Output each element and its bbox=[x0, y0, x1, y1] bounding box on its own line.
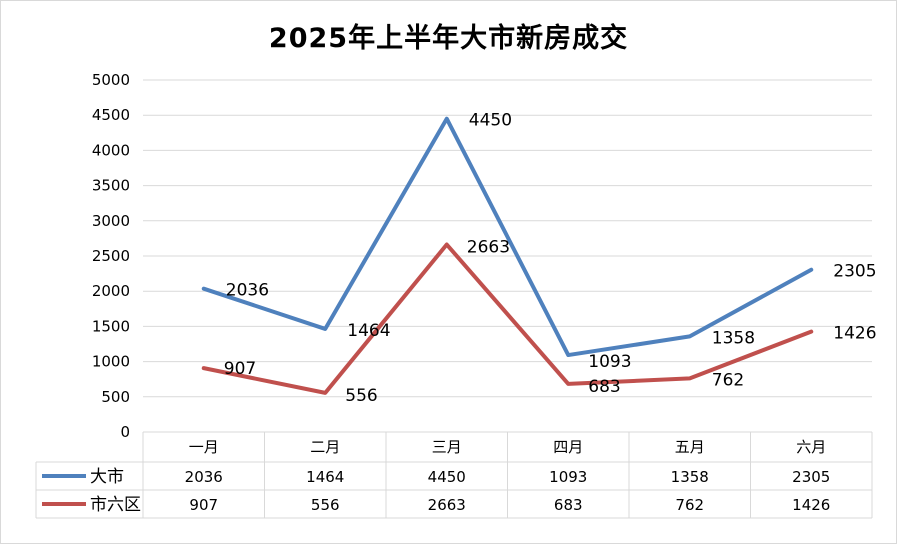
data-label: 1426 bbox=[833, 324, 876, 344]
y-tick-label: 4000 bbox=[92, 141, 130, 159]
gridlines bbox=[143, 79, 872, 398]
y-tick-label: 2000 bbox=[92, 282, 130, 300]
data-label: 1093 bbox=[588, 352, 631, 372]
category-label: 五月 bbox=[675, 438, 705, 456]
y-tick-label: 3500 bbox=[92, 177, 130, 195]
table-value: 2305 bbox=[792, 468, 830, 486]
table-value: 1464 bbox=[306, 468, 344, 486]
data-label: 556 bbox=[345, 386, 377, 406]
y-tick-label: 5000 bbox=[92, 71, 130, 89]
y-tick-label: 1000 bbox=[92, 353, 130, 371]
data-label: 683 bbox=[588, 377, 620, 397]
table-value: 556 bbox=[311, 496, 340, 514]
category-label: 四月 bbox=[553, 438, 583, 456]
table-value: 2663 bbox=[428, 496, 466, 514]
y-tick-label: 0 bbox=[120, 423, 130, 441]
legend-series-name: 大市 bbox=[90, 467, 124, 487]
category-label: 一月 bbox=[189, 438, 219, 456]
table-value: 1093 bbox=[549, 468, 587, 486]
data-label: 1358 bbox=[712, 328, 755, 348]
data-label: 1464 bbox=[347, 321, 390, 341]
category-label: 三月 bbox=[432, 438, 462, 456]
data-labels: 2036 1464 4450 1093 1358 2305 907 556 2663 683 762… bbox=[224, 111, 877, 406]
table-value: 683 bbox=[554, 496, 583, 514]
legend-series-name: 市六区 bbox=[90, 495, 141, 515]
y-tick-label: 4500 bbox=[92, 106, 130, 124]
data-label: 907 bbox=[224, 359, 256, 379]
table-value: 762 bbox=[675, 496, 704, 514]
table-value: 4450 bbox=[428, 468, 466, 486]
category-label: 六月 bbox=[796, 438, 826, 456]
table-value: 1358 bbox=[671, 468, 709, 486]
table-value: 2036 bbox=[185, 468, 223, 486]
series-line bbox=[201, 242, 814, 395]
series-line bbox=[201, 116, 814, 358]
y-tick-label: 500 bbox=[101, 388, 130, 406]
data-label: 4450 bbox=[469, 111, 512, 131]
y-tick-label: 2500 bbox=[92, 247, 130, 265]
chart-title: 2025年上半年大市新房成交 bbox=[268, 23, 629, 54]
data-label: 2305 bbox=[833, 262, 876, 282]
y-axis-ticks: 0 500 1000 1500 2000 2500 3000 3500 4000 4500 5000 bbox=[92, 71, 130, 441]
data-label: 2663 bbox=[467, 238, 510, 258]
data-label: 762 bbox=[712, 370, 744, 390]
table-value: 907 bbox=[189, 496, 218, 514]
series-lines bbox=[201, 116, 814, 395]
y-tick-label: 1500 bbox=[92, 317, 130, 335]
y-tick-label: 3000 bbox=[92, 212, 130, 230]
category-label: 二月 bbox=[310, 438, 340, 456]
table-value: 1426 bbox=[792, 496, 830, 514]
data-label: 2036 bbox=[226, 281, 269, 301]
